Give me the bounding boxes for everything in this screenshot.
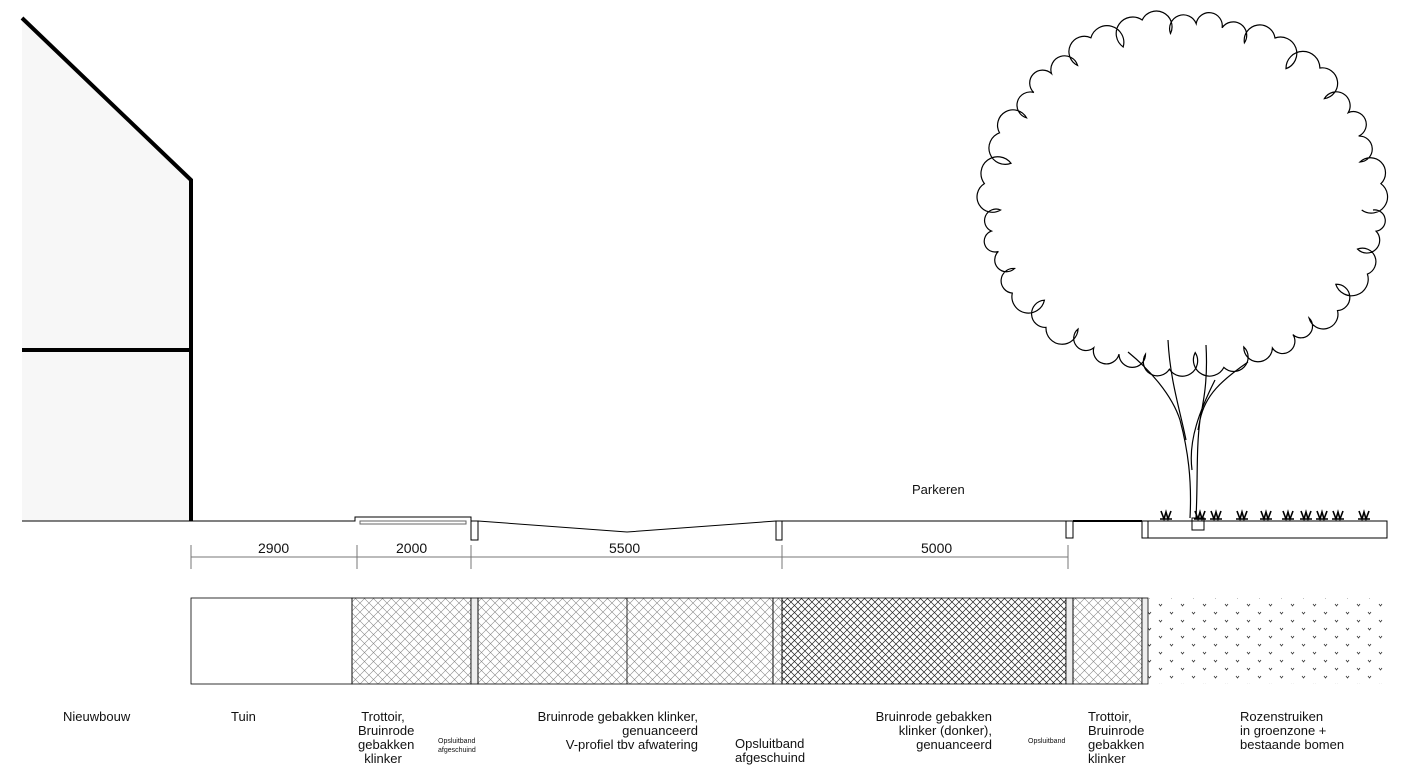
label-line: klinker	[364, 751, 402, 766]
shrub	[1358, 509, 1370, 522]
label-line: Bruinrode	[358, 723, 415, 738]
label-line: klinker	[1088, 751, 1126, 766]
material-strip	[190, 597, 1387, 685]
dimension-label: 5500	[609, 540, 641, 556]
label-line: genuanceerd	[916, 737, 992, 752]
shrub	[1316, 509, 1328, 522]
label-line: Bruinrode	[1088, 723, 1145, 738]
label-line: Nieuwbouw	[63, 709, 131, 724]
section-label: Rozenstruiken in groenzone + bestaande bom…	[1240, 710, 1344, 752]
shrub	[1210, 509, 1222, 522]
dimension-label: 5000	[921, 540, 953, 556]
shrub	[1332, 509, 1344, 522]
zone-label: Parkeren	[912, 482, 965, 497]
label-line: Bruinrode gebakken	[875, 709, 992, 724]
label-line: genuanceerd	[622, 723, 698, 738]
label-line: Tuin	[231, 709, 256, 724]
shrub	[1194, 509, 1206, 522]
tree	[976, 10, 1389, 522]
label-line: Rozenstruiken	[1240, 709, 1324, 724]
shrub	[1282, 509, 1294, 522]
label-line: afgeschuind	[438, 747, 476, 754]
shrub	[1300, 509, 1312, 522]
label-line: Trottoir,	[1088, 709, 1132, 724]
shrub	[1160, 509, 1172, 522]
section-label: Nieuwbouw	[63, 710, 130, 724]
house-fill	[22, 18, 191, 521]
dimension-label: 2000	[396, 540, 428, 556]
label-line: Opsluitband	[1028, 738, 1066, 745]
label-line: Bruinrode gebakken klinker,	[537, 709, 698, 724]
section-label: Bruinrode gebakken klinker (donker), genua…	[858, 710, 992, 752]
section-label: Trottoir, Bruinrode gebakken klinker	[1088, 710, 1144, 766]
label-line: in groenzone +	[1240, 723, 1327, 738]
dimension-label: 2900	[258, 540, 290, 556]
label-line: klinker (donker),	[898, 723, 992, 738]
shrub	[1260, 509, 1272, 522]
ground-profile	[22, 516, 1388, 541]
section-label: Opsluitband afgeschuind	[735, 737, 805, 765]
dimension-line	[190, 545, 1069, 569]
label-line: gebakken	[1088, 737, 1145, 752]
tree-canopy	[976, 10, 1389, 377]
label-line: V-profiel tbv afwatering	[565, 737, 698, 752]
house-outline	[20, 16, 193, 521]
label-line: bestaande bomen	[1240, 737, 1345, 752]
label-line: afgeschuind	[735, 750, 806, 765]
label-line: Opsluitband	[438, 738, 476, 745]
section-label: Opsluitband afgeschuind	[438, 737, 476, 755]
section-label: Opsluitband	[1028, 737, 1065, 746]
section-label: Bruinrode gebakken klinker, genuanceerd V-…	[515, 710, 698, 752]
label-line: Trottoir,	[361, 709, 405, 724]
section-label: Tuin	[231, 710, 256, 724]
shrub	[1236, 509, 1248, 522]
label-line: gebakken	[358, 737, 415, 752]
section-label: Trottoir, Bruinrode gebakken klinker	[358, 709, 415, 766]
label-line: Opsluitband	[735, 736, 805, 751]
